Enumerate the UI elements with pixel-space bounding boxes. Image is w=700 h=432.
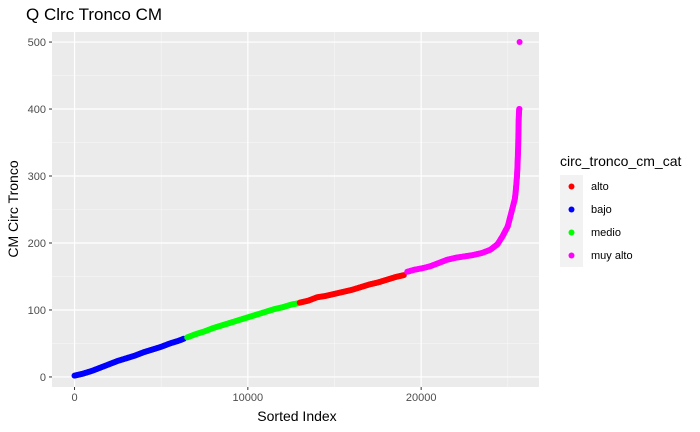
- y-tick-label: 500: [28, 37, 46, 49]
- legend-entries: alto bajo medio muy alto: [560, 175, 633, 267]
- minor-gridlines: [52, 32, 539, 387]
- legend-swatch: [568, 206, 575, 213]
- legend-label: medio: [591, 227, 621, 239]
- major-gridlines: [52, 32, 539, 387]
- y-tick-label: 100: [28, 305, 46, 317]
- x-axis-ticks: 0 10000 20000: [71, 387, 436, 404]
- chart-title: Q Clrc Tronco CM: [26, 5, 162, 24]
- y-tick-label: 300: [28, 171, 46, 183]
- legend-swatch: [568, 229, 575, 236]
- legend-label: muy alto: [591, 250, 633, 262]
- data-point-muy-alto: [516, 106, 523, 113]
- legend-swatch: [568, 252, 575, 259]
- x-tick-label: 0: [71, 392, 77, 404]
- legend: circ_tronco_cm_cat alto bajo medio muy alto: [560, 153, 681, 267]
- legend-title: circ_tronco_cm_cat: [560, 153, 681, 169]
- x-tick-label: 20000: [406, 392, 437, 404]
- legend-label: alto: [591, 181, 609, 193]
- y-tick-label: 400: [28, 104, 46, 116]
- y-tick-label: 0: [40, 372, 46, 384]
- legend-label: bajo: [591, 204, 612, 216]
- x-axis-title: Sorted Index: [257, 408, 336, 424]
- y-tick-label: 200: [28, 238, 46, 250]
- data-point-muy-alto: [516, 39, 523, 46]
- data-points: [71, 39, 523, 379]
- legend-swatch: [568, 183, 575, 190]
- y-axis-ticks: 0 100 200 300 400 500: [28, 37, 52, 384]
- x-tick-label: 10000: [233, 392, 264, 404]
- y-axis-title: CM Circ Tronco: [5, 160, 21, 257]
